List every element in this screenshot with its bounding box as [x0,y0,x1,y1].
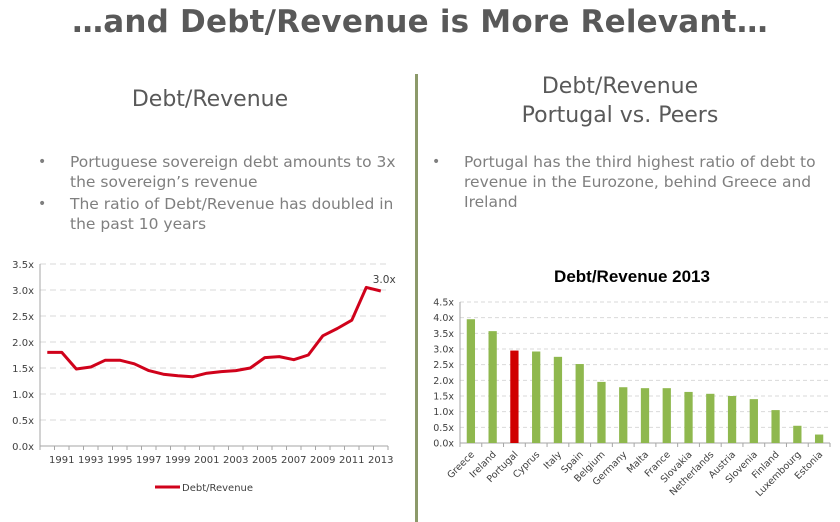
bar-germany [619,387,628,443]
y-tick-label: 0.0x [433,439,454,450]
x-tick-label: 2007 [281,455,306,466]
right-subtitle-line2: Portugal vs. Peers [521,103,719,128]
y-tick-label: 1.5x [12,364,34,375]
bullet-item: The ratio of Debt/Revenue has doubled in… [38,194,408,234]
bar-slovakia [684,391,693,443]
column-divider [415,74,418,522]
x-tick-label: 2005 [252,455,277,466]
bar-greece [466,319,476,443]
bar-italy [553,356,563,443]
x-tick-label: 1997 [136,455,161,466]
legend-label: Debt/Revenue [182,483,253,494]
x-tick-label: 2011 [339,455,364,466]
bar-portugal [510,350,519,443]
line-chart: 0.0x 0.5x 1.0x 1.5x 2.0x 2.5x 3.0x 3.5x 1991 1993… [12,260,396,494]
y-tick-label: 1.0x [433,407,454,418]
right-subtitle: Debt/Revenue Portugal vs. Peers [420,72,820,130]
line-chart-annotation: 3.0x [373,274,396,286]
series-line-debt-revenue [47,285,382,379]
line-chart-legend: Debt/Revenue [155,483,253,494]
y-tick-label: 1.5x [433,392,454,403]
bar-ireland [488,331,497,443]
x-tick-label: 2013 [368,455,393,466]
y-tick-label: 1.0x [12,390,34,401]
y-tick-label: 4.5x [433,298,454,309]
left-bullet-list: Portuguese sovereign debt amounts to 3x … [38,152,408,236]
x-tick-label: 1993 [78,455,103,466]
x-tick-label: 2003 [223,455,248,466]
bar-belgium [597,381,606,443]
right-subtitle-line1: Debt/Revenue [541,74,699,99]
y-tick-label: 0.0x [12,442,34,453]
bar-france [662,388,671,443]
bullet-item: Portugal has the third highest ratio of … [432,152,822,212]
left-subtitle: Debt/Revenue [131,87,289,112]
x-tick-label: 2009 [310,455,335,466]
bar-cyprus [532,351,541,443]
x-tick-label: 1999 [165,455,190,466]
y-tick-label: 3.5x [433,329,454,340]
y-tick-label: 3.5x [12,260,34,271]
right-bullet-list: Portugal has the third highest ratio of … [432,152,822,214]
y-tick-label: 0.5x [433,423,454,434]
bar-austria [727,396,737,443]
bar-chart-title: Debt/Revenue 2013 [554,267,710,286]
y-tick-label: 2.0x [433,376,454,387]
y-tick-label: 0.5x [12,416,34,427]
bar-luxembourg [793,425,802,443]
slide-title: …and Debt/Revenue is More Relevant… [72,4,768,40]
x-tick-label: 1991 [49,455,74,466]
bar-spain [575,364,584,443]
bar-chart: Debt/Revenue 2013 0.0x 0.5x 1.0x 1.5x 2.0x 2.… [433,267,831,499]
y-tick-label: 2.5x [12,312,34,323]
bar-slovenia [749,399,758,443]
y-tick-label: 2.5x [433,360,454,371]
x-tick-label: 2001 [194,455,219,466]
bar-netherlands [706,393,715,443]
y-tick-label: 3.0x [12,286,34,297]
y-tick-label: 3.0x [433,345,454,356]
bar-malta [640,388,650,443]
bullet-item: Portuguese sovereign debt amounts to 3x … [38,152,408,192]
y-tick-label: 4.0x [433,313,454,324]
bar-finland [771,410,780,443]
bar-estonia [814,434,824,443]
x-tick-label: 1995 [107,455,132,466]
y-tick-label: 2.0x [12,338,34,349]
